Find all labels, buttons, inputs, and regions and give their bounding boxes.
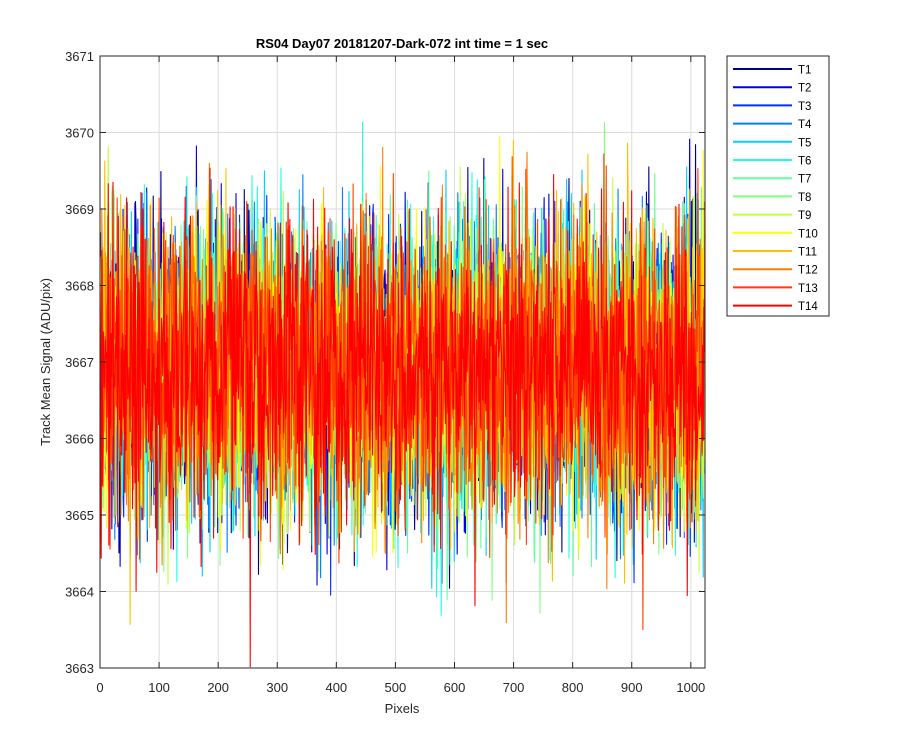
x-tick-label: 600 <box>444 680 466 695</box>
legend-label-t12: T12 <box>798 265 818 277</box>
legend-label-t3: T3 <box>798 101 811 113</box>
x-tick-label: 1000 <box>676 680 705 695</box>
x-axis-label: Pixels <box>385 701 420 716</box>
legend-label-t9: T9 <box>798 210 811 222</box>
y-tick-label: 3669 <box>65 202 94 217</box>
y-tick-label: 3667 <box>65 355 94 370</box>
x-tick-label: 500 <box>385 680 407 695</box>
x-axis-ticks: 0 100 200 300 400 500 600 700 800 900 1000 <box>96 56 705 695</box>
y-tick-label: 3670 <box>65 126 94 141</box>
legend-label-t13: T13 <box>798 283 818 295</box>
x-tick-label: 800 <box>562 680 584 695</box>
x-tick-label: 700 <box>503 680 525 695</box>
legend-label-t11: T11 <box>798 247 817 259</box>
y-tick-label: 3671 <box>65 49 94 64</box>
y-tick-label: 3663 <box>65 661 94 676</box>
chart-title: RS04 Day07 20181207-Dark-072 int time = … <box>256 36 548 51</box>
series-line-t14 <box>99 167 706 668</box>
legend-label-t8: T8 <box>798 192 811 204</box>
legend-label-t5: T5 <box>798 137 811 149</box>
x-tick-label: 900 <box>621 680 643 695</box>
x-tick-label: 100 <box>148 680 170 695</box>
legend-label-t1: T1 <box>798 65 811 77</box>
y-tick-label: 3665 <box>65 508 94 523</box>
legend-label-t14: T14 <box>798 301 818 313</box>
legend-box <box>726 55 830 317</box>
y-tick-label: 3666 <box>65 432 94 447</box>
legend-label-t7: T7 <box>798 174 811 186</box>
legend-label-t4: T4 <box>798 119 812 131</box>
y-tick-label: 3668 <box>65 279 94 294</box>
x-tick-label: 400 <box>325 680 347 695</box>
series-lines <box>99 121 706 668</box>
y-axis-ticks: 3663 3664 3665 3666 3667 3668 3669 3670 3671 <box>65 49 705 676</box>
x-tick-label: 0 <box>96 680 103 695</box>
y-axis-label: Track Mean Signal (ADU/pix) <box>38 278 53 446</box>
legend-label-t2: T2 <box>798 83 811 95</box>
plot-area: 0 100 200 300 400 500 600 700 800 900 1000 3663366… <box>65 49 706 695</box>
legend-entries: T1 T2 T3 T4 T5 T6 T7 T8 T9 T10 T11 T12 T13 T14 <box>733 65 818 313</box>
legend: T1 T2 T3 T4 T5 T6 T7 T8 T9 T10 T11 T12 T13 T14 <box>726 55 830 317</box>
x-tick-label: 300 <box>266 680 288 695</box>
y-tick-label: 3664 <box>65 585 94 600</box>
legend-label-t6: T6 <box>798 156 811 168</box>
x-tick-label: 200 <box>207 680 229 695</box>
legend-label-t10: T10 <box>798 228 818 240</box>
